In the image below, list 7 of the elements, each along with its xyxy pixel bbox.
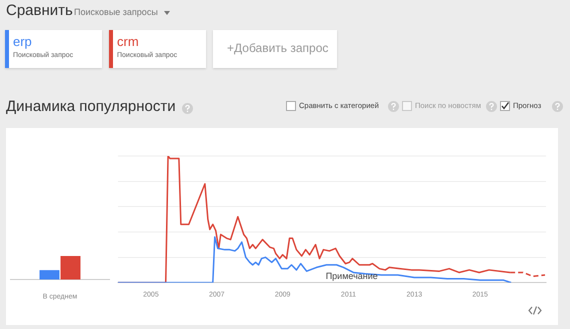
text: crm [117,34,139,49]
text: +Добавить запрос [227,41,328,55]
text: Сравнить [6,2,73,19]
text: Динамика популярности [6,98,176,115]
annotation: Примечание [326,270,378,281]
text: Поисковые запросы [74,7,158,17]
text: erp [13,34,32,49]
